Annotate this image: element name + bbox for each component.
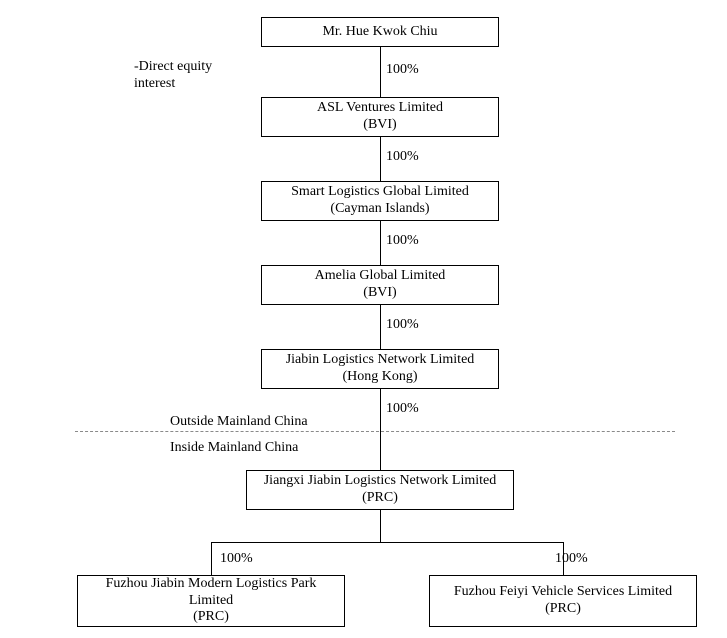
node-label: Jiangxi Jiabin Logistics Network Limited [264,473,497,490]
connector-vline [380,305,381,349]
percent-label: 100% [386,62,419,78]
node-sublabel: (PRC) [545,601,581,618]
connector-vline [380,221,381,265]
node-label: Fuzhou Feiyi Vehicle Services Limited [454,584,672,601]
percent-label: 100% [220,551,253,567]
node-label: Jiabin Logistics Network Limited [286,352,475,369]
connector-vline [380,389,381,470]
node-sublabel: (PRC) [193,609,229,626]
percent-text: 100% [386,401,419,416]
node-label: ASL Ventures Limited [317,100,443,117]
percent-label: 100% [386,317,419,333]
percent-text: 100% [386,317,419,332]
percent-text: 100% [386,233,419,248]
label-text: Outside Mainland China [170,414,308,429]
node-fuzhou-feiyi: Fuzhou Feiyi Vehicle Services Limited (P… [429,575,697,627]
label-line: -Direct equity [134,59,212,74]
node-amelia-global: Amelia Global Limited (BVI) [261,265,499,305]
percent-text: 100% [555,551,588,566]
node-sublabel: (Cayman Islands) [330,201,429,218]
node-hue-kwok-chiu: Mr. Hue Kwok Chiu [261,17,499,47]
node-fuzhou-park: Fuzhou Jiabin Modern Logistics Park Limi… [77,575,345,627]
node-jiabin-hk: Jiabin Logistics Network Limited (Hong K… [261,349,499,389]
label-direct-equity: -Direct equity interest [134,59,212,93]
connector-hline [211,542,563,543]
connector-vline [380,47,381,97]
node-sublabel: (PRC) [362,490,398,507]
node-label: Mr. Hue Kwok Chiu [322,24,437,41]
connector-vline [380,510,381,542]
connector-vline [211,542,212,575]
label-line: interest [134,76,175,91]
percent-label: 100% [386,149,419,165]
percent-text: 100% [386,62,419,77]
node-label: Fuzhou Jiabin Modern Logistics Park [106,576,317,593]
node-sublabel: (Hong Kong) [342,369,417,386]
connector-vline [380,137,381,181]
percent-label: 100% [386,233,419,249]
node-asl-ventures: ASL Ventures Limited (BVI) [261,97,499,137]
node-sublabel: (BVI) [363,285,396,302]
divider-mainland-china [75,431,675,432]
node-sublabel: (BVI) [363,117,396,134]
node-label: Smart Logistics Global Limited [291,184,469,201]
percent-text: 100% [386,149,419,164]
label-inside-mainland: Inside Mainland China [170,440,298,457]
node-smart-logistics: Smart Logistics Global Limited (Cayman I… [261,181,499,221]
label-outside-mainland: Outside Mainland China [170,414,308,431]
percent-label: 100% [386,401,419,417]
percent-label: 100% [555,551,588,567]
node-jiangxi-jiabin: Jiangxi Jiabin Logistics Network Limited… [246,470,514,510]
node-label: Amelia Global Limited [315,268,446,285]
label-text: Inside Mainland China [170,440,298,455]
node-label-line2: Limited [189,593,233,610]
org-chart-canvas: Mr. Hue Kwok Chiu ASL Ventures Limited (… [0,0,727,638]
percent-text: 100% [220,551,253,566]
